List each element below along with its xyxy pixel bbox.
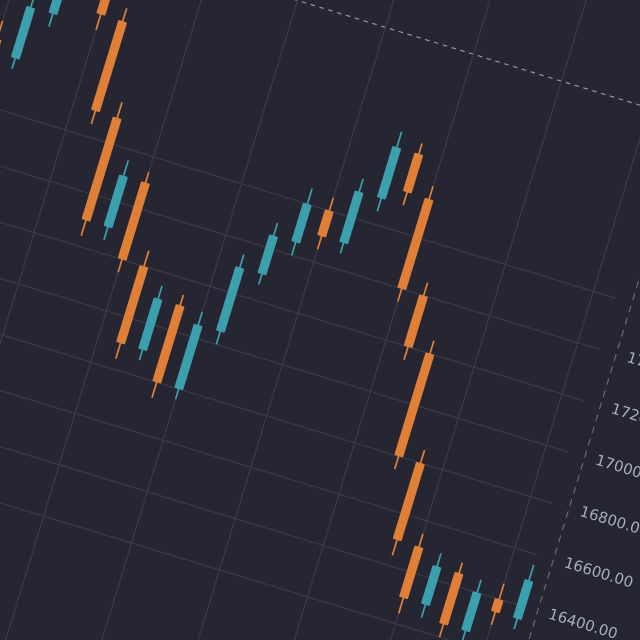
candle-body bbox=[81, 116, 122, 222]
candle-body bbox=[152, 304, 185, 384]
candle-body bbox=[317, 209, 334, 238]
candle-wick bbox=[0, 20, 4, 68]
grid-line bbox=[0, 298, 538, 556]
grid-line-vertical bbox=[0, 0, 210, 640]
grid-line-vertical bbox=[400, 0, 640, 640]
grid-line-vertical bbox=[312, 0, 640, 640]
crosshair-vertical bbox=[438, 0, 640, 640]
grid-line bbox=[0, 401, 506, 640]
candle-body bbox=[439, 571, 464, 626]
candle-body bbox=[421, 565, 442, 606]
candle-body bbox=[216, 266, 244, 333]
candle-body bbox=[399, 545, 424, 600]
candle-body bbox=[392, 461, 425, 542]
grid-line bbox=[0, 349, 522, 607]
candle-body bbox=[394, 352, 435, 458]
crosshair-line bbox=[0, 0, 640, 163]
candle-wick bbox=[95, 0, 125, 31]
candle-body bbox=[403, 294, 428, 348]
candle-body bbox=[257, 234, 278, 276]
candle-body bbox=[91, 20, 127, 113]
candle-body bbox=[174, 323, 203, 391]
candle-body bbox=[403, 152, 424, 194]
grid-line bbox=[0, 93, 600, 350]
candle-body bbox=[377, 146, 402, 200]
candle-body bbox=[117, 181, 150, 261]
grid-line bbox=[0, 247, 553, 504]
candle-body bbox=[116, 265, 149, 345]
candle-body bbox=[513, 579, 534, 620]
grid-line bbox=[0, 41, 616, 299]
candle-body bbox=[103, 174, 128, 229]
candle-body bbox=[138, 297, 163, 351]
candle-body bbox=[339, 190, 364, 245]
candle-body bbox=[48, 0, 73, 15]
candle-body bbox=[491, 598, 504, 614]
candle-body bbox=[291, 202, 312, 244]
grid-line-vertical bbox=[48, 0, 386, 640]
candle-body bbox=[11, 6, 35, 60]
candle-body bbox=[461, 591, 482, 633]
grid-line bbox=[0, 144, 585, 402]
candle-body bbox=[397, 197, 434, 290]
grid-line-vertical bbox=[224, 0, 562, 640]
grid-line-vertical bbox=[136, 0, 474, 640]
